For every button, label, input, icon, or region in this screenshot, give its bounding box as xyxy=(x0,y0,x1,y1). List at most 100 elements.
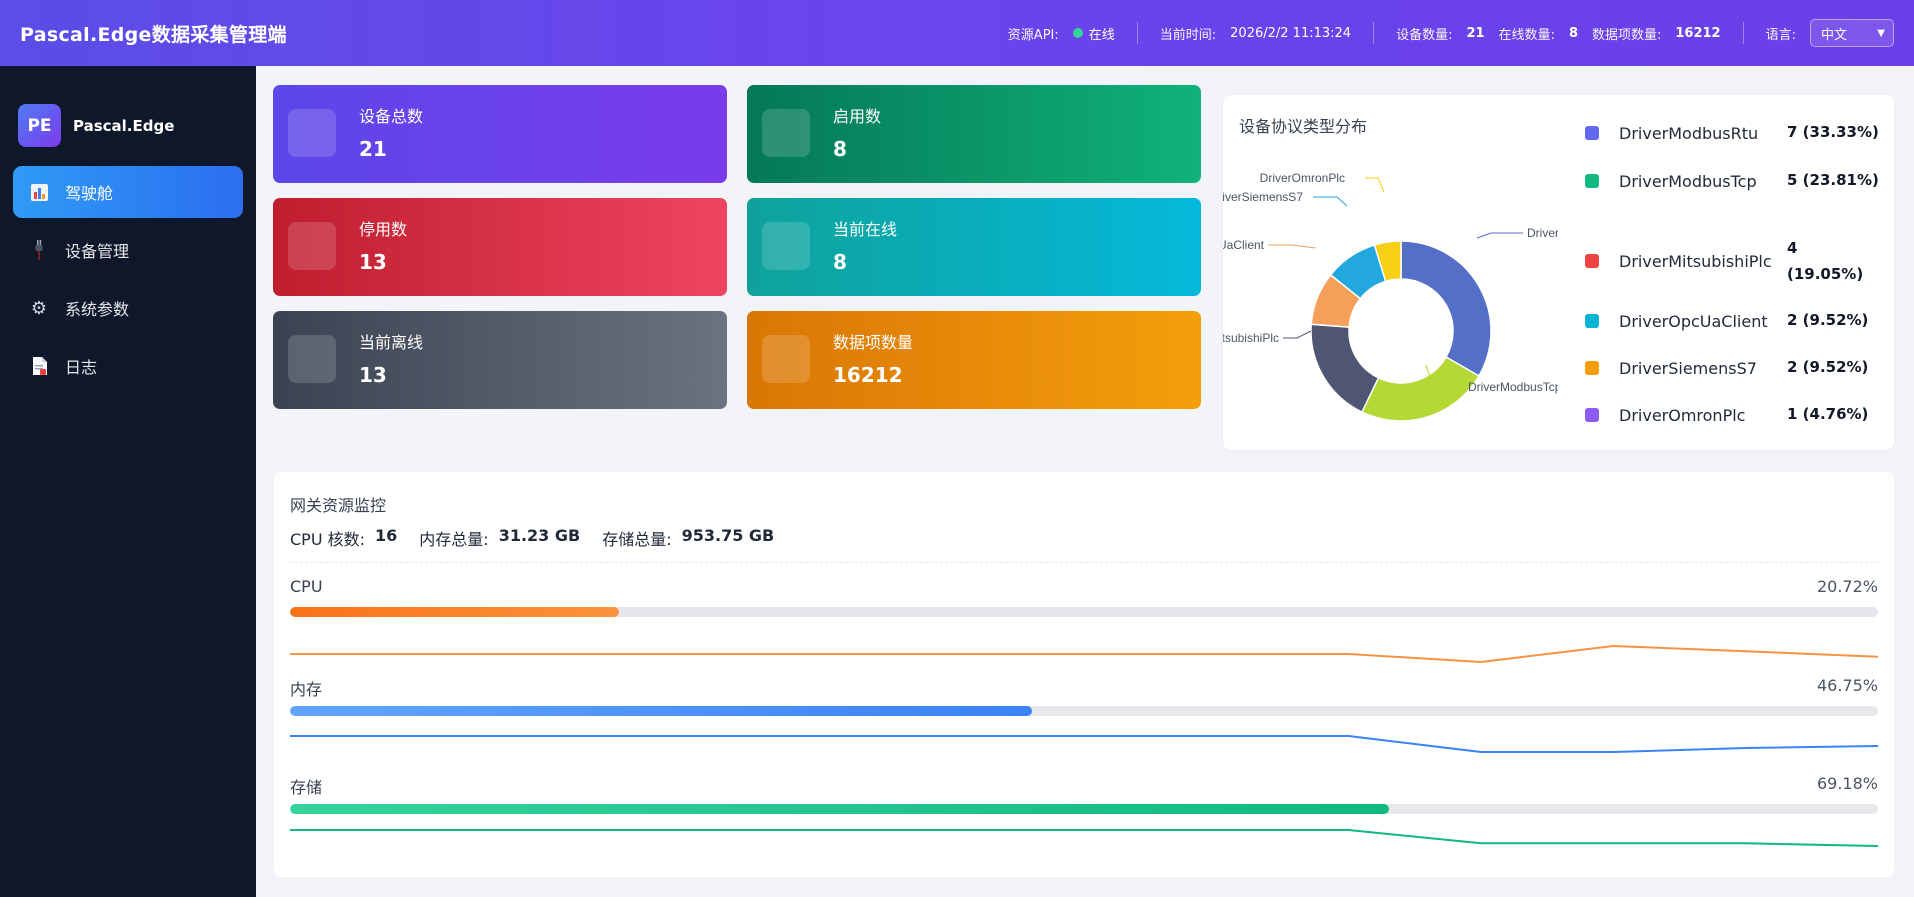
cpu-percent: 20.72% xyxy=(1816,577,1878,596)
pie-slice-DriverModbusRtu[interactable] xyxy=(1400,240,1492,378)
card-title: 数据项数量 xyxy=(833,333,914,352)
memory-percent: 46.75% xyxy=(1816,676,1878,695)
current-time-label: 当前时间: xyxy=(1159,27,1217,43)
current-time: 当前时间: 2026/2/2 11:13:24 xyxy=(1160,24,1351,43)
cpu-progress-bar xyxy=(290,607,1878,617)
legend-item[interactable]: DriverOpcUaClient 2 (9.52%) xyxy=(1585,311,1895,333)
legend-item[interactable]: DriverModbusTcp 5 (23.81%) xyxy=(1585,171,1895,193)
protocol-distribution-panel: 设备协议类型分布 DriverModbusRtu DriverModbusTcp… xyxy=(1223,95,1894,450)
memory-progress-fill xyxy=(290,706,1033,716)
header-status-bar: 资源API: 在线 当前时间: 2026/2/2 11:13:24 设备数量: … xyxy=(1008,19,1894,47)
language-picker: 语言: 中文 ▼ xyxy=(1766,19,1894,47)
mem-total-value: 31.23 GB xyxy=(498,526,581,545)
sidebar-item-label: 系统参数 xyxy=(65,300,130,319)
legend-value: 7 (33.33%) xyxy=(1787,123,1879,141)
legend-name: DriverMitsubishiPlc xyxy=(1619,252,1772,271)
storage-progress-fill xyxy=(290,804,1389,814)
header-divider xyxy=(1742,22,1744,44)
api-status-label: 资源API: xyxy=(1007,27,1059,43)
pie-slice-DriverOmronPlc[interactable] xyxy=(1373,240,1402,283)
legend-name: DriverOpcUaClient xyxy=(1619,312,1768,331)
card-icon xyxy=(288,109,336,157)
card-value: 16212 xyxy=(833,363,903,387)
cpu-cores-value: 16 xyxy=(375,526,398,545)
stat-card-disabled: 停用数 13 xyxy=(273,198,727,296)
stat-card-online: 当前在线 8 xyxy=(747,198,1201,296)
legend-swatch xyxy=(1585,408,1599,422)
pie-slice-DriverModbusTcp[interactable] xyxy=(1360,355,1480,422)
mem-total-label: 内存总量: xyxy=(419,530,489,549)
pie-slice-DriverMitsubishiPlc[interactable] xyxy=(1310,323,1380,414)
data-items-label: 数据项数量: xyxy=(1591,27,1662,43)
sidebar-item-system-params[interactable]: ⚙ 系统参数 xyxy=(13,282,243,334)
language-label: 语言: xyxy=(1765,27,1796,43)
device-count-label: 设备数量: xyxy=(1396,27,1453,43)
gateway-resource-monitor: 网关资源监控 CPU 核数: 16 内存总量: 31.23 GB 存储总量: 9… xyxy=(274,472,1894,877)
legend-value: 2 (9.52%) xyxy=(1787,311,1869,329)
document-icon xyxy=(30,357,48,375)
monitor-divider xyxy=(290,562,1878,563)
plug-icon xyxy=(30,240,48,260)
legend-swatch xyxy=(1585,174,1599,188)
device-count: 设备数量: 21 xyxy=(1396,24,1484,43)
legend-value: 2 (9.52%) xyxy=(1787,358,1869,376)
device-count-value: 21 xyxy=(1466,25,1485,41)
app-title: Pascal.Edge数据采集管理端 xyxy=(20,23,287,46)
slice-label-rtu: DriverModbusRtu xyxy=(1527,226,1558,240)
trend-polyline xyxy=(290,830,1878,846)
sidebar-item-device-management[interactable]: 设备管理 xyxy=(13,224,243,276)
top-header: Pascal.Edge数据采集管理端 资源API: 在线 当前时间: 2026/… xyxy=(0,0,1914,66)
card-title: 当前离线 xyxy=(359,333,424,352)
system-info: CPU 核数: 16 内存总量: 31.23 GB 存储总量: 953.75 G… xyxy=(290,526,796,550)
monitor-title: 网关资源监控 xyxy=(290,496,387,515)
language-select-value: 中文 xyxy=(1821,27,1848,43)
legend-swatch xyxy=(1585,314,1599,328)
chevron-down-icon: ▼ xyxy=(1877,27,1885,39)
card-value: 21 xyxy=(359,137,387,161)
storage-percent: 69.18% xyxy=(1816,774,1878,793)
card-title: 当前在线 xyxy=(833,220,898,239)
slice-label-siemens: DriverSiemensS7 xyxy=(1223,190,1303,204)
card-value: 13 xyxy=(359,363,387,387)
header-divider xyxy=(1373,22,1375,44)
legend-item[interactable]: DriverSiemensS7 2 (9.52%) xyxy=(1585,358,1895,380)
header-divider xyxy=(1136,22,1138,44)
sidebar-item-label: 驾驶舱 xyxy=(65,184,114,203)
gear-icon: ⚙ xyxy=(30,297,48,319)
stat-card-data-items: 数据项数量 16212 xyxy=(747,311,1201,409)
language-select[interactable]: 中文 ▼ xyxy=(1810,19,1894,47)
legend-item[interactable]: DriverOmronPlc 1 (4.76%) xyxy=(1585,405,1895,427)
stat-card-enabled: 启用数 8 xyxy=(747,85,1201,183)
slice-leader-line xyxy=(1476,232,1523,239)
sidebar: PE Pascal.Edge 驾驶舱 设备管理 ⚙ 系统参数 日志 xyxy=(0,66,256,897)
storage-progress-bar xyxy=(290,804,1878,814)
sidebar-item-logs[interactable]: 日志 xyxy=(13,340,243,392)
data-items-count: 数据项数量: 16212 xyxy=(1592,24,1721,43)
legend-item[interactable]: DriverMitsubishiPlc 4 (19.05%) xyxy=(1585,239,1895,287)
stat-card-total-devices: 设备总数 21 xyxy=(273,85,727,183)
card-icon xyxy=(762,222,810,270)
trend-polyline xyxy=(290,646,1878,662)
slice-leader-line xyxy=(1283,330,1312,339)
legend-name: DriverSiemensS7 xyxy=(1619,359,1757,378)
brand-name: Pascal.Edge xyxy=(73,116,175,135)
data-items-value: 16212 xyxy=(1675,25,1721,41)
online-count-value: 8 xyxy=(1568,25,1578,41)
current-time-value: 2026/2/2 11:13:24 xyxy=(1230,25,1352,41)
cpu-trend-line xyxy=(290,642,1878,666)
sidebar-item-cockpit[interactable]: 驾驶舱 xyxy=(13,166,243,218)
legend-swatch xyxy=(1585,254,1599,268)
slice-label-opcua: DriverOpcUaClient xyxy=(1223,238,1265,252)
card-title: 停用数 xyxy=(359,220,408,239)
card-title: 启用数 xyxy=(833,107,882,126)
legend-name: DriverModbusRtu xyxy=(1619,124,1759,143)
card-value: 13 xyxy=(359,250,387,274)
storage-trend-line xyxy=(290,826,1878,850)
api-status: 资源API: 在线 xyxy=(1008,24,1115,43)
card-icon xyxy=(288,222,336,270)
legend-item[interactable]: DriverModbusRtu 7 (33.33%) xyxy=(1585,123,1895,145)
online-dot-icon xyxy=(1072,28,1083,38)
card-title: 设备总数 xyxy=(359,107,424,126)
online-count-label: 在线数量: xyxy=(1498,27,1555,43)
memory-trend-line xyxy=(290,732,1878,756)
